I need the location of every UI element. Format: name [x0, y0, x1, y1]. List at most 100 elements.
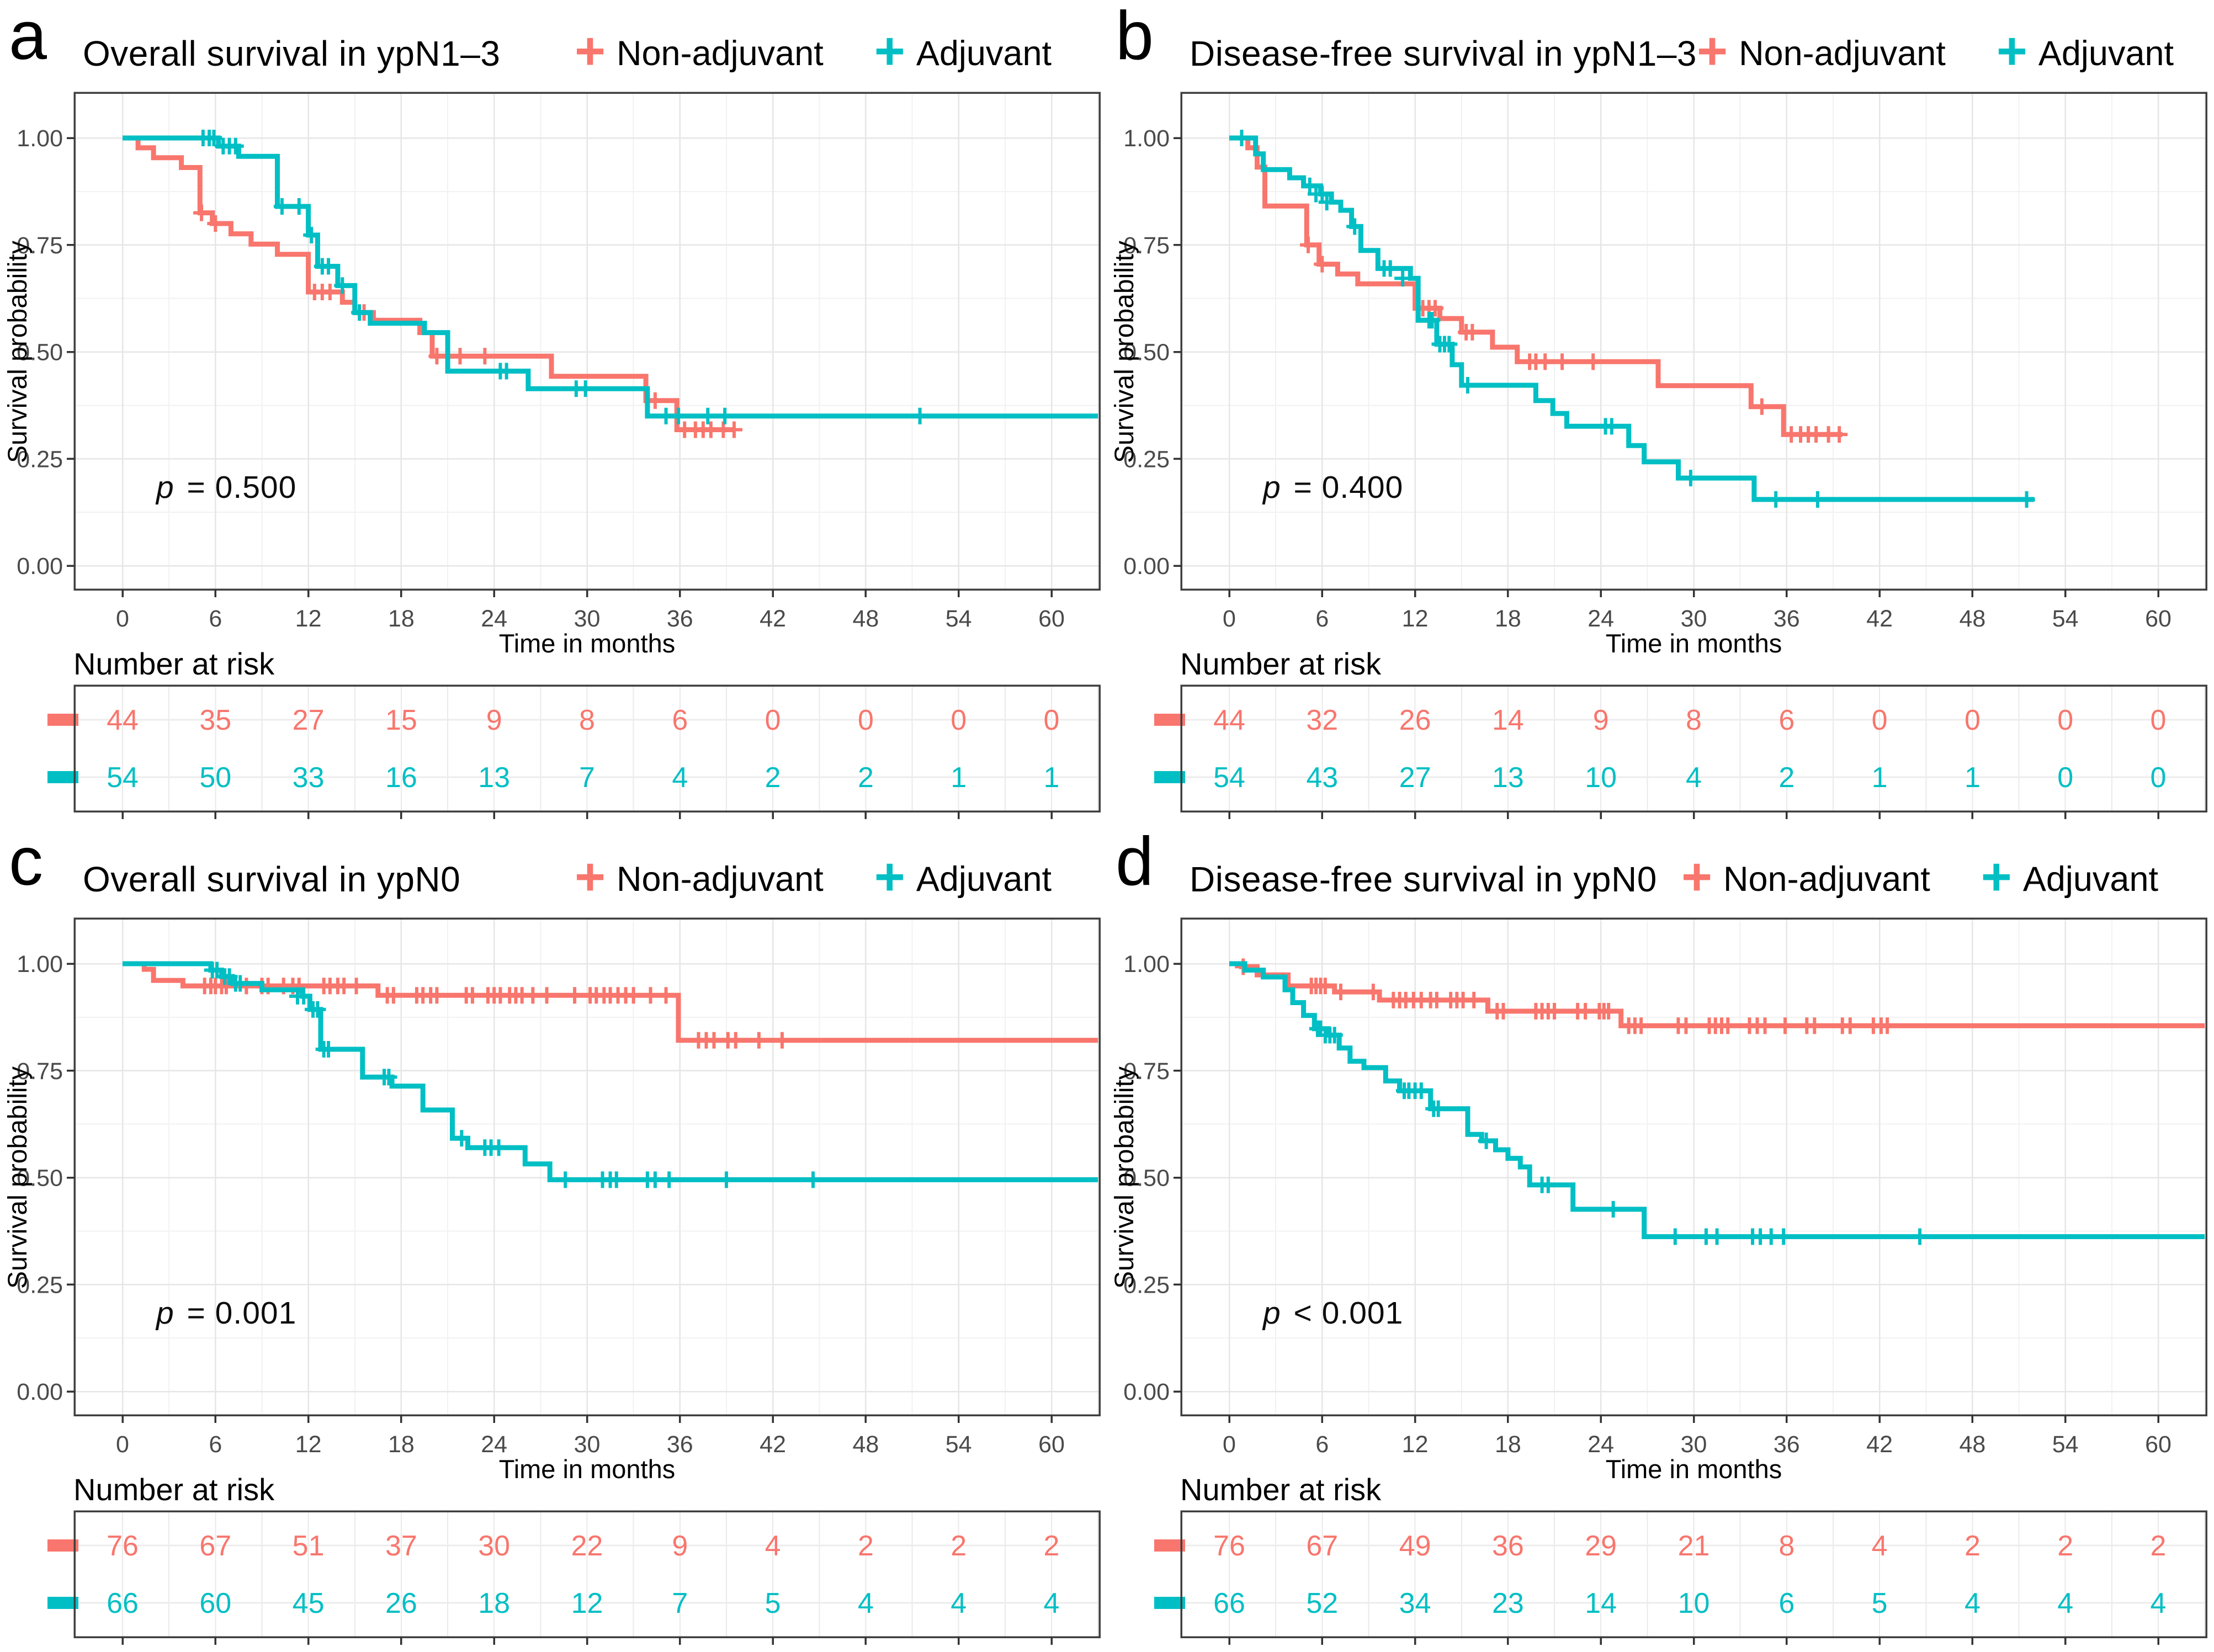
risk-count-adjuvant: 10 [1678, 1587, 1710, 1619]
risk-count-nonadjuvant: 27 [293, 704, 325, 736]
x-tick-label: 60 [2145, 605, 2171, 632]
risk-count-nonadjuvant: 2 [858, 1530, 874, 1562]
risk-count-nonadjuvant: 76 [107, 1530, 139, 1562]
risk-count-adjuvant: 13 [478, 762, 510, 794]
risk-count-nonadjuvant: 30 [478, 1530, 510, 1562]
panel-title: Overall survival in ypN1–3 [83, 34, 501, 73]
legend-label-nonadjuvant: Non-adjuvant [617, 34, 824, 73]
panel-header: Overall survival in ypN1–3 + Non-adjuvan… [83, 21, 1052, 86]
risk-count-nonadjuvant: 36 [1492, 1530, 1524, 1562]
y-axis-title: Survival probability [3, 1066, 33, 1289]
risk-count-nonadjuvant: 22 [571, 1530, 603, 1562]
legend-label-adjuvant: Adjuvant [916, 34, 1052, 73]
x-tick-label: 48 [852, 1431, 879, 1458]
x-tick-label: 18 [1495, 1431, 1521, 1458]
risk-count-adjuvant: 4 [672, 762, 688, 794]
x-axis-title: Time in months [1606, 629, 1782, 658]
p-symbol: p [156, 470, 174, 505]
risk-count-adjuvant: 4 [1044, 1587, 1060, 1619]
risk-count-adjuvant: 26 [385, 1587, 417, 1619]
legend-item-nonadjuvant: + Non-adjuvant [1697, 25, 1946, 78]
risk-count-adjuvant: 14 [1585, 1587, 1617, 1619]
legend-label-nonadjuvant: Non-adjuvant [617, 860, 824, 899]
risk-count-adjuvant: 2 [765, 762, 781, 794]
y-tick-label: 1.00 [17, 125, 63, 152]
x-axis-title: Time in months [499, 629, 676, 658]
km-plot: 0 6 12 18 24 30 36 42 48 54 60 1.00 0.75 0.50 0.25 0.00… [3, 92, 1101, 658]
plus-marker-icon: + [874, 847, 905, 906]
risk-count-nonadjuvant: 44 [1213, 704, 1245, 736]
x-tick-label: 18 [388, 605, 415, 632]
x-tick-label: 6 [209, 1431, 222, 1458]
panel-header: Overall survival in ypN0 + Non-adjuvant … [83, 847, 1052, 912]
x-tick-label: 54 [2052, 605, 2079, 632]
risk-count-adjuvant: 7 [579, 762, 595, 794]
x-tick-label: 6 [1315, 605, 1329, 632]
x-tick-label: 0 [116, 1431, 129, 1458]
risk-count-nonadjuvant: 67 [199, 1530, 231, 1562]
risk-count-adjuvant: 34 [1399, 1587, 1431, 1619]
x-tick-label: 42 [760, 605, 786, 632]
km-curve-adjuvant [1229, 961, 2205, 1239]
risk-count-adjuvant: 66 [107, 1587, 139, 1619]
y-tick-label: 0.00 [17, 1379, 63, 1405]
risk-count-adjuvant: 54 [107, 762, 139, 794]
x-tick-label: 0 [116, 605, 129, 632]
risk-count-nonadjuvant: 8 [1686, 704, 1702, 736]
p-number: = 0.400 [1284, 470, 1404, 505]
risk-count-nonadjuvant: 4 [1872, 1530, 1888, 1562]
x-tick-label: 54 [946, 605, 972, 632]
risk-count-nonadjuvant: 9 [1593, 704, 1609, 736]
risk-count-adjuvant: 16 [385, 762, 417, 794]
risk-count-nonadjuvant: 32 [1306, 704, 1338, 736]
x-tick-label: 12 [295, 1431, 322, 1458]
p-number: < 0.001 [1284, 1295, 1404, 1331]
x-tick-label: 42 [1866, 1431, 1893, 1458]
risk-key-adjuvant-icon [47, 771, 78, 783]
risk-count-adjuvant: 1 [1872, 762, 1888, 794]
risk-count-nonadjuvant: 0 [2151, 704, 2167, 736]
legend: + Non-adjuvant + Adjuvant [1681, 851, 2158, 904]
risk-count-nonadjuvant: 14 [1492, 704, 1524, 736]
risk-count-nonadjuvant: 35 [199, 704, 231, 736]
km-curve-adjuvant [1229, 135, 2035, 502]
y-axis-title: Survival probability [1110, 241, 1139, 463]
x-tick-label: 12 [295, 605, 322, 632]
y-tick-label: 0.50 [1123, 339, 1170, 366]
panel-a: a Overall survival in ypN1–3 + Non-adjuv… [0, 0, 1107, 826]
x-tick-label: 54 [946, 1431, 972, 1458]
risk-count-nonadjuvant: 49 [1399, 1530, 1431, 1562]
risk-key-adjuvant-icon [47, 1597, 78, 1609]
x-tick-label: 42 [1866, 605, 1893, 632]
y-tick-label: 1.00 [17, 951, 63, 978]
risk-key-nonadjuvant-icon [1154, 714, 1185, 726]
km-plot: 0 6 12 18 24 30 36 42 48 54 60 1.00 0.75 0.50 0.25 0.00… [1110, 917, 2207, 1484]
risk-count-adjuvant: 13 [1492, 762, 1524, 794]
risk-table-heading: Number at risk [1180, 1472, 1382, 1507]
risk-count-adjuvant: 4 [1686, 762, 1702, 794]
panel-title: Disease-free survival in ypN1–3 [1190, 34, 1697, 73]
risk-count-adjuvant: 23 [1492, 1587, 1524, 1619]
risk-count-nonadjuvant: 2 [2151, 1530, 2167, 1562]
x-tick-label: 60 [1038, 605, 1065, 632]
p-number: = 0.001 [177, 1295, 297, 1331]
x-tick-label: 6 [1315, 1431, 1329, 1458]
p-value: p = 0.400 [1263, 469, 1403, 506]
x-tick-label: 36 [667, 1431, 693, 1458]
y-tick-label: 0.75 [17, 232, 63, 259]
y-tick-label: 1.00 [1123, 951, 1170, 978]
legend: + Non-adjuvant + Adjuvant [1697, 25, 2174, 78]
risk-count-nonadjuvant: 76 [1213, 1530, 1245, 1562]
x-tick-label: 48 [852, 605, 879, 632]
x-tick-label: 36 [1774, 1431, 1800, 1458]
y-tick-label: 0.50 [17, 1165, 63, 1192]
risk-count-adjuvant: 27 [1399, 762, 1431, 794]
plus-marker-icon: + [574, 22, 606, 81]
risk-count-adjuvant: 4 [2151, 1587, 2167, 1619]
x-tick-label: 12 [1402, 1431, 1429, 1458]
risk-count-nonadjuvant: 0 [951, 704, 967, 736]
legend: + Non-adjuvant + Adjuvant [574, 22, 1052, 81]
panel-c: c Overall survival in ypN0 + Non-adjuvan… [0, 826, 1107, 1651]
km-curve-nonadjuvant [123, 961, 1098, 1043]
